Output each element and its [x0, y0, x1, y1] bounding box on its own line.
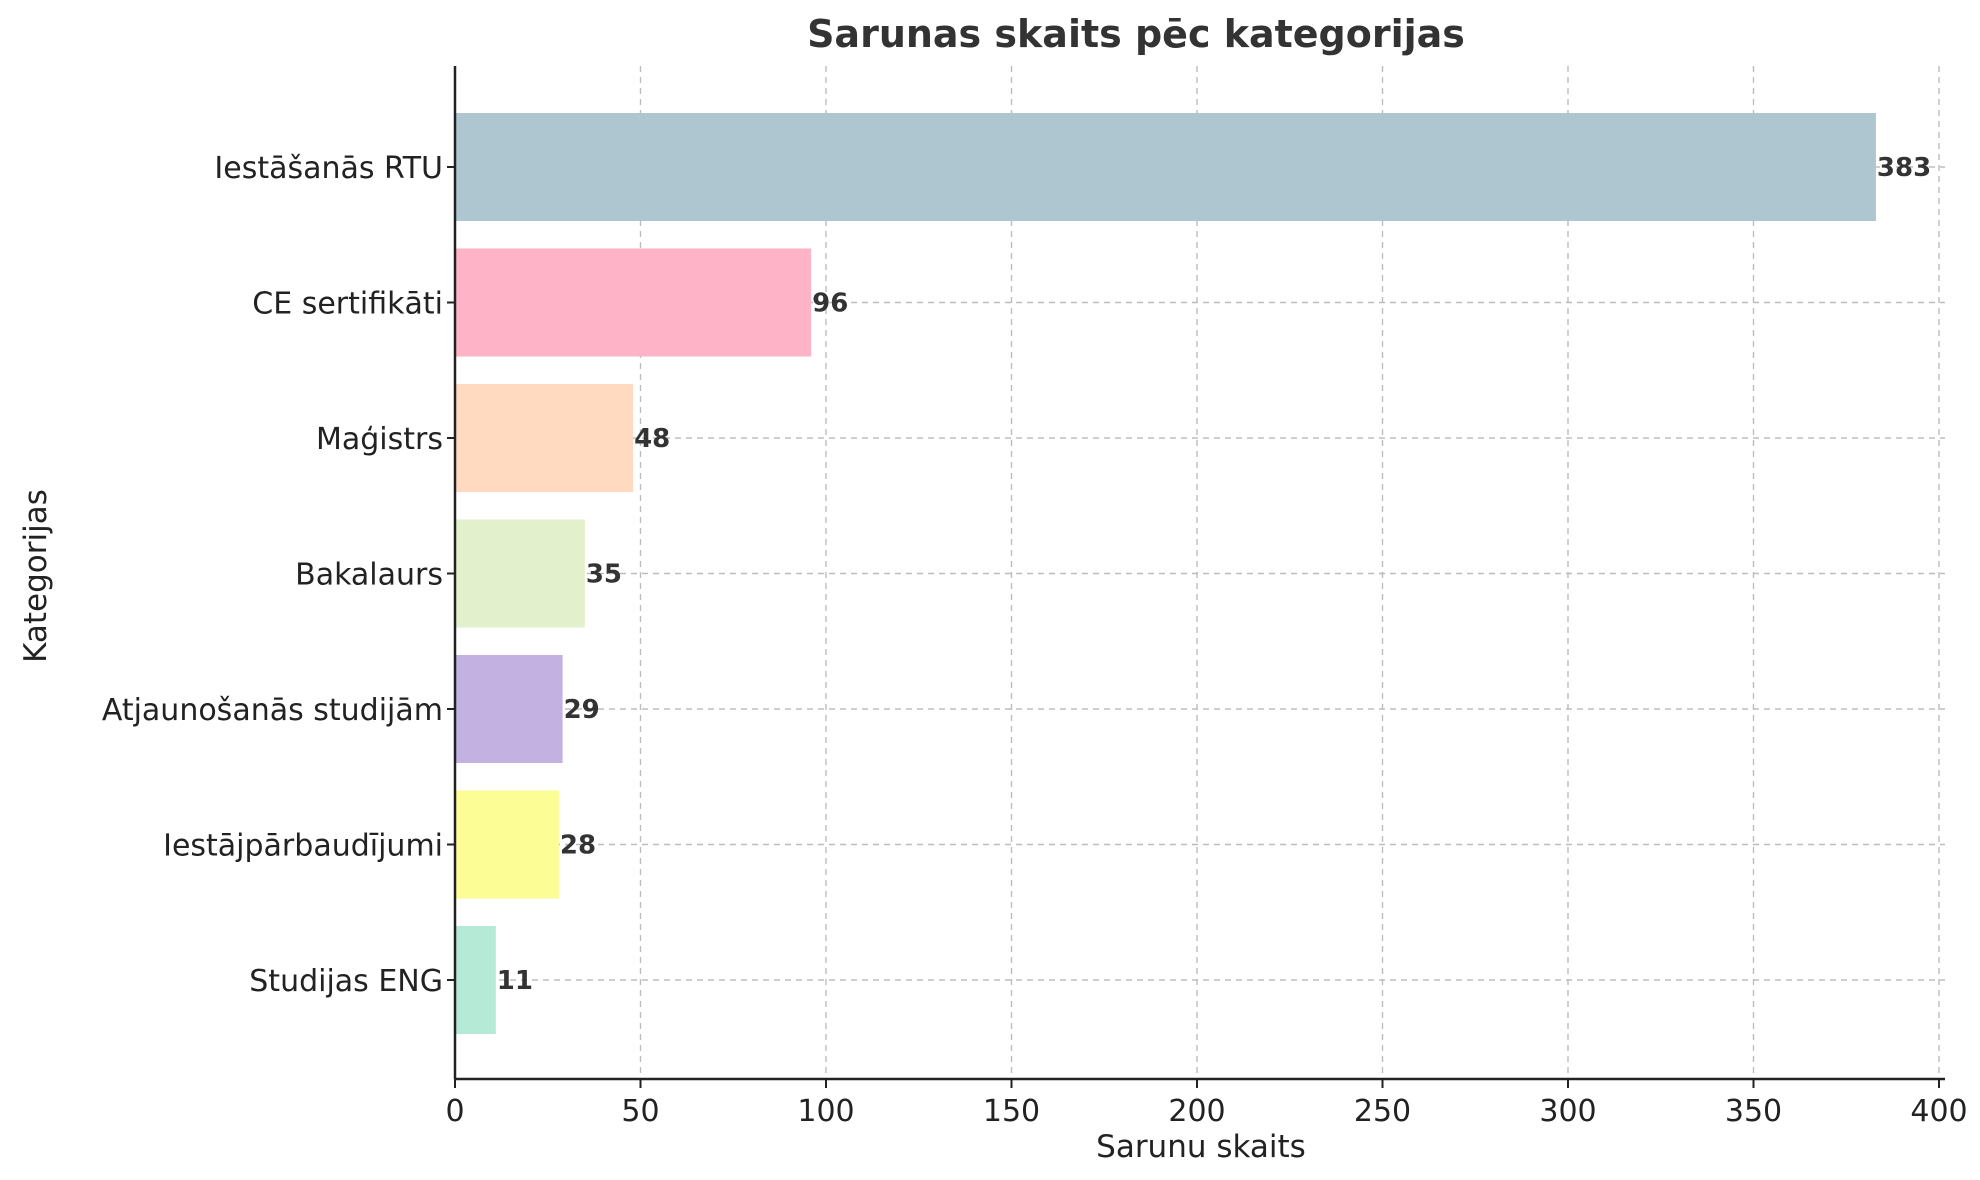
bar-value-label: 48 [634, 424, 670, 454]
y-tick-label: Iestāšanās RTU [214, 151, 443, 186]
y-tick-label: Maģistrs [316, 422, 443, 457]
bar-value-label: 29 [564, 695, 600, 725]
bar [455, 790, 559, 899]
x-tick-label: 200 [1168, 1094, 1225, 1129]
x-tick-labels: 0 50 100 150 200 250 300 350 400 [445, 1094, 1967, 1129]
chart-title: Sarunas skaits pēc kategorijas [807, 12, 1465, 56]
value-labels: 383 96 48 35 29 28 11 [497, 153, 1931, 996]
y-axis-label: Kategorijas [18, 489, 54, 663]
y-tick-label: CE sertifikāti [252, 287, 443, 322]
x-tick-label: 350 [1725, 1094, 1782, 1129]
bar [455, 384, 634, 492]
x-tick-label: 300 [1539, 1094, 1596, 1129]
y-tick-label: Studijas ENG [249, 964, 443, 999]
y-tick-label: Bakalaurs [295, 558, 443, 593]
x-tick-label: 0 [445, 1094, 464, 1129]
x-tick-label: 250 [1354, 1094, 1411, 1129]
bar-value-label: 35 [586, 560, 622, 590]
bar-value-label: 11 [497, 966, 533, 996]
bar [455, 248, 812, 357]
axes [447, 66, 1945, 1088]
bar [455, 113, 1876, 221]
x-tick-label: 50 [621, 1094, 659, 1129]
y-tick-label: Iestājpārbaudījumi [163, 829, 443, 864]
y-tick-labels: Iestāšanās RTU CE sertifikāti Maģistrs Baka… [102, 151, 443, 999]
bar [455, 655, 563, 763]
bars [455, 113, 1876, 1034]
bar-value-label: 383 [1877, 153, 1931, 183]
bar [455, 926, 496, 1034]
x-tick-label: 100 [797, 1094, 854, 1129]
x-axis-label: Sarunu skaits [1096, 1129, 1306, 1165]
y-tick-label: Atjaunošanās studijām [102, 693, 443, 728]
bar-value-label: 96 [812, 289, 848, 319]
x-tick-label: 400 [1910, 1094, 1967, 1129]
x-tick-label: 150 [983, 1094, 1040, 1129]
grid [455, 66, 1945, 1079]
bar-value-label: 28 [560, 831, 596, 861]
bar [455, 519, 585, 628]
